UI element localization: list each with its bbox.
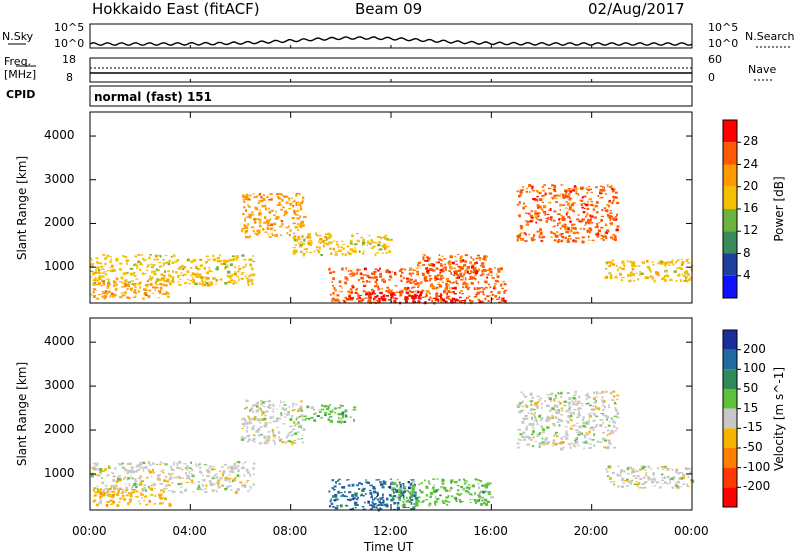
power-colorbar-label-1: 24 [743, 156, 759, 171]
date-title: 02/Aug/2017 [588, 0, 685, 18]
power-ytick-label-3: 4000 [44, 128, 75, 143]
velocity-colorbar-label-2: 50 [743, 381, 759, 395]
velocity-colorbar-seg-3 [723, 389, 737, 409]
cpid-label: CPID [6, 88, 36, 101]
velocity-panel [89, 317, 741, 512]
power-colorbar-title: Power [dB] [772, 176, 786, 242]
noise-left-label: N.Sky [2, 30, 34, 43]
cpid-value: normal (fast) 151 [94, 90, 212, 104]
nave-label: Nave [748, 63, 777, 76]
power-colorbar-seg-7 [723, 275, 737, 298]
noise-left-tick-bottom: 10^0 [54, 37, 85, 50]
velocity-colorbar-label-6: -100 [743, 459, 771, 474]
power-colorbar-seg-0 [723, 120, 737, 143]
noise-left-tick-top: 10^5 [54, 21, 85, 34]
power-colorbar-seg-1 [723, 142, 737, 165]
xtick-label-2: 08:00 [272, 524, 308, 538]
nave-tick-top: 60 [708, 53, 722, 66]
noise-right-label: N.Search [745, 30, 795, 43]
velocity-colorbar-label-0: 200 [743, 341, 766, 356]
velocity-region-3 [328, 478, 419, 512]
velocity-region-7 [303, 404, 357, 424]
velocity-region-6 [605, 465, 695, 489]
noise-right-tick-top: 10^5 [708, 21, 739, 34]
power-region-6 [516, 184, 620, 244]
power-colorbar-seg-5 [723, 231, 737, 254]
velocity-ytick-label-3: 4000 [44, 334, 75, 349]
velocity-colorbar-seg-7 [723, 467, 737, 488]
xtick-label-3: 12:00 [373, 524, 408, 538]
velocity-region-4 [391, 478, 494, 507]
velocity-colorbar-frame [722, 329, 738, 508]
velocity-region-5 [516, 390, 620, 451]
power-colorbar-seg-6 [723, 253, 737, 276]
velocity-colorbar-label-1: 100 [743, 361, 766, 376]
power-colorbar-label-4: 12 [743, 223, 759, 238]
power-panel [89, 111, 741, 305]
freq-label: Freq. [4, 55, 32, 68]
velocity-region-1 [92, 487, 172, 507]
freq-tick-top: 18 [62, 53, 76, 66]
velocity-colorbar-label-4: -15 [743, 420, 763, 435]
freq-tick-bottom: 8 [66, 71, 73, 84]
beam-title: Beam 09 [355, 0, 423, 18]
power-region-8 [292, 232, 393, 257]
power-region-7 [604, 258, 694, 283]
velocity-colorbar-label-5: -50 [743, 440, 763, 454]
power-region-5 [416, 254, 493, 279]
velocity-ytick-label-2: 3000 [44, 378, 75, 393]
power-ylabel: Slant Range [km] [15, 155, 29, 260]
velocity-region-2 [240, 399, 306, 446]
power-region-0 [90, 254, 256, 287]
xtick-label-4: 16:00 [473, 524, 508, 538]
nave-tick-bottom: 0 [708, 71, 715, 84]
velocity-region-0 [90, 460, 256, 494]
power-colorbar-seg-3 [723, 186, 737, 209]
power-ytick-label-2: 3000 [44, 171, 75, 186]
power-colorbar-label-6: 4 [743, 267, 751, 282]
velocity-colorbar-label-7: -200 [743, 479, 771, 494]
xtick-label-6: 00:00 [674, 524, 709, 538]
power-ytick-label-1: 2000 [44, 215, 75, 230]
velocity-colorbar-seg-6 [723, 448, 737, 468]
xtick-label-0: 00:00 [72, 524, 107, 538]
velocity-ylabel: Slant Range [km] [15, 361, 29, 467]
power-region-1 [90, 280, 172, 300]
velocity-colorbar-seg-5 [723, 428, 737, 448]
power-colorbar-label-3: 16 [743, 201, 759, 215]
velocity-ytick-label-0: 1000 [44, 465, 75, 480]
power-region-2 [240, 192, 307, 239]
power-colorbar-label-2: 20 [743, 178, 759, 193]
velocity-colorbar-seg-8 [723, 487, 737, 507]
velocity-ytick-label-1: 2000 [44, 422, 75, 437]
noise-sky-trace [89, 36, 693, 46]
station-title: Hokkaido East (fitACF) [92, 0, 260, 18]
noise-right-tick-bottom: 10^0 [708, 37, 739, 50]
xtick-label-5: 20:00 [573, 524, 609, 538]
velocity-colorbar-seg-1 [723, 349, 737, 370]
power-colorbar-label-0: 28 [743, 134, 759, 149]
power-ytick-label-0: 1000 [44, 259, 75, 274]
power-colorbar-seg-2 [723, 164, 737, 187]
power-colorbar-seg-4 [723, 209, 737, 232]
power-colorbar-label-5: 8 [743, 245, 751, 260]
power-region-3 [328, 267, 508, 305]
x-axis-label: Time UT [364, 540, 414, 554]
velocity-colorbar-title: Velocity [m s^-1] [772, 366, 786, 471]
velocity-colorbar-seg-0 [723, 330, 737, 350]
velocity-colorbar-seg-4 [723, 408, 737, 429]
velocity-colorbar-label-3: 15 [743, 400, 759, 415]
freq-unit: [MHz] [4, 68, 37, 81]
xtick-label-1: 04:00 [172, 524, 207, 538]
velocity-colorbar-seg-2 [723, 369, 737, 389]
